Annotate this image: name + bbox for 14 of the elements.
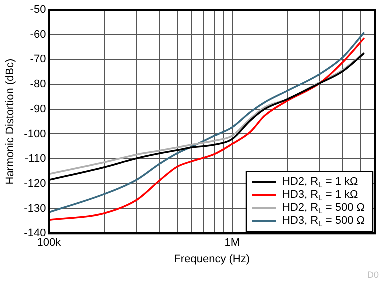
y-axis-title: Harmonic Distortion (dBc) [4, 58, 17, 185]
x-tick-label: 100k [37, 237, 62, 250]
x-axis-title: Frequency (Hz) [174, 253, 250, 266]
y-tick-label: -70 [30, 54, 46, 66]
x-tick-label: 1M [224, 237, 240, 250]
y-tick-label: -50 [30, 4, 46, 16]
text: D0 [367, 270, 379, 280]
y-tick-label: -110 [25, 153, 46, 166]
y-tick-label: -90 [30, 103, 46, 116]
y-tick-label: -100 [24, 128, 46, 140]
y-tick-label: -130 [24, 202, 46, 215]
y-tick-label: -60 [30, 28, 46, 41]
y-tick-label: -120 [24, 178, 46, 190]
y-tick-label: -80 [30, 78, 46, 91]
